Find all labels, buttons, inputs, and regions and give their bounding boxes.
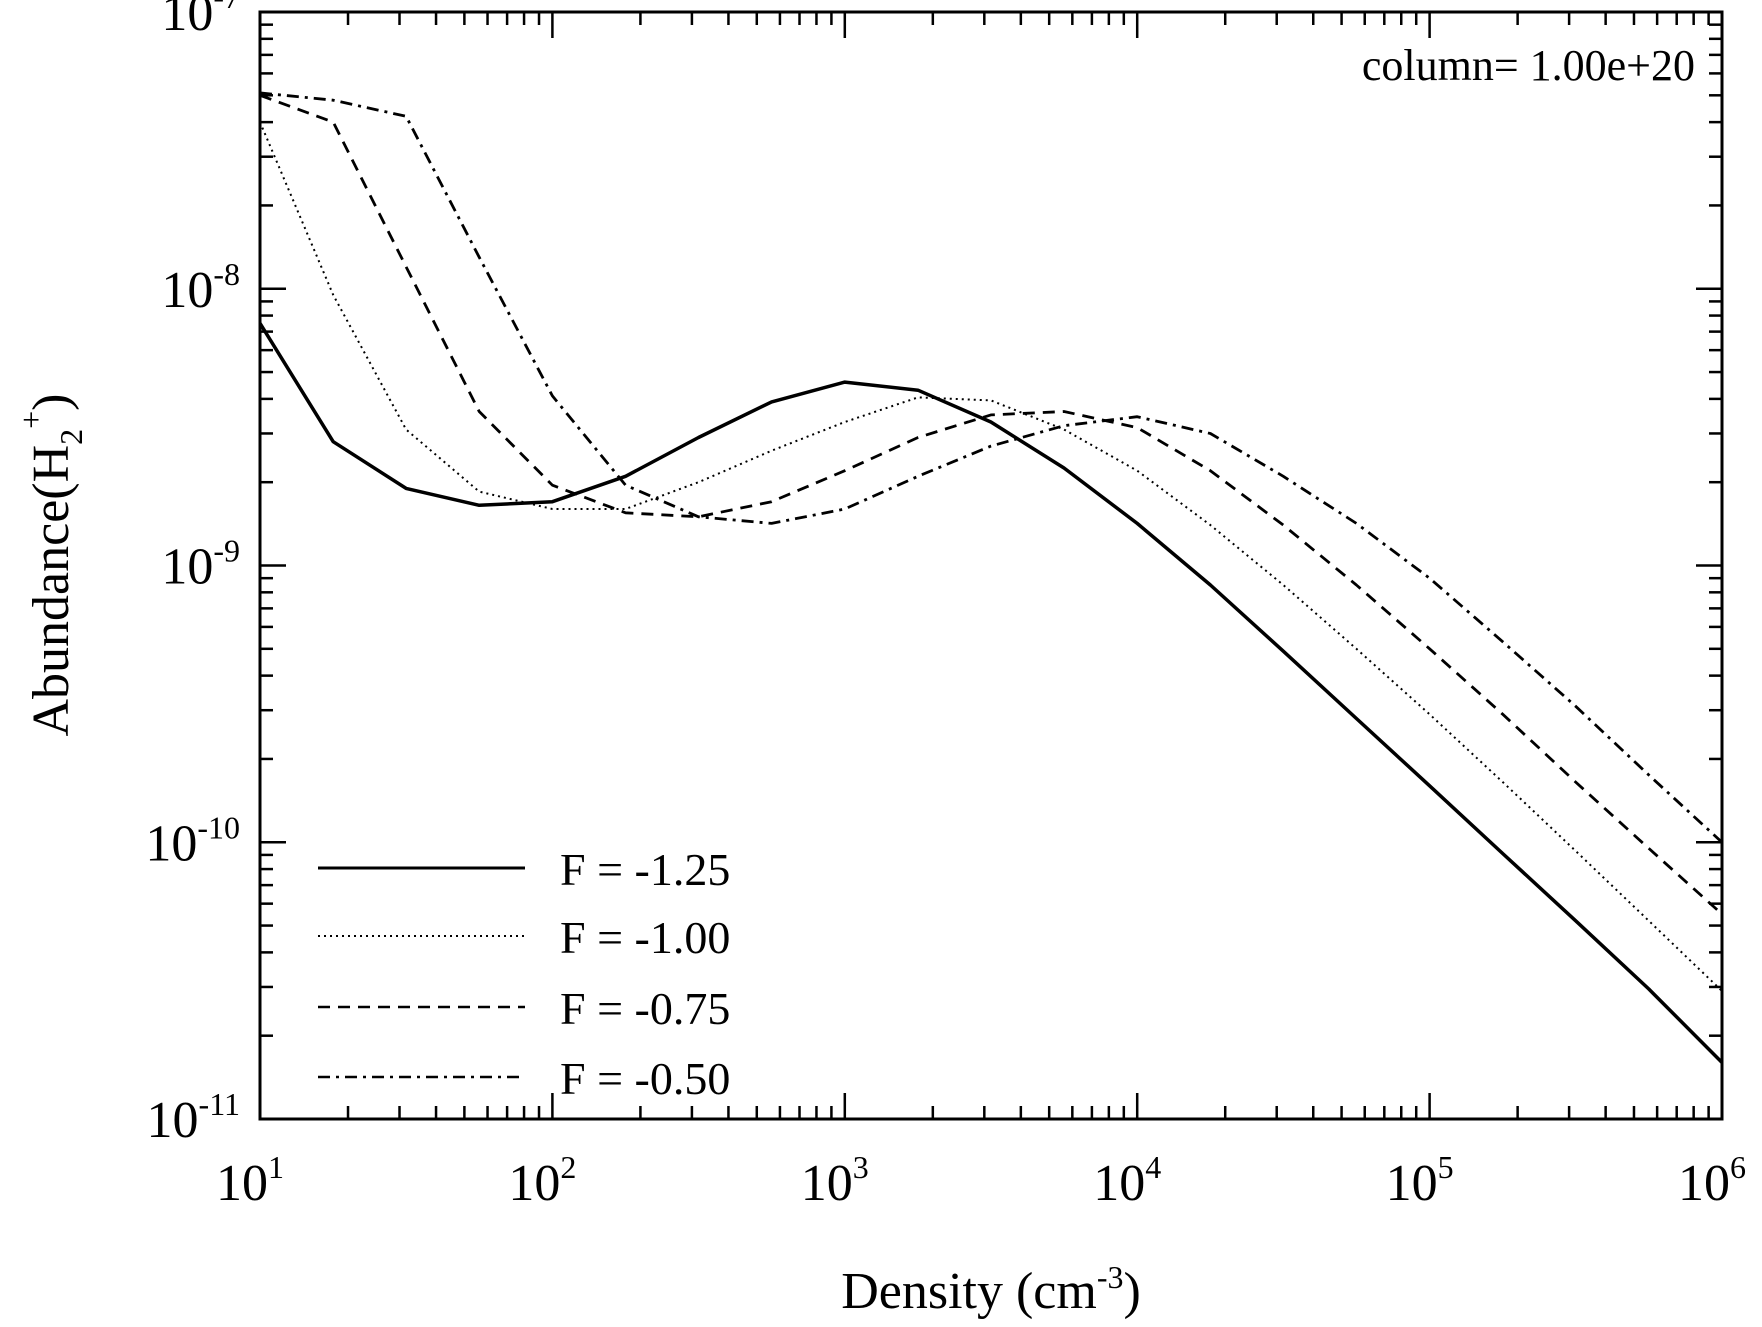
y-tick-label-0: 10-11 xyxy=(147,1086,240,1149)
x-tick-label-base: 10 xyxy=(1093,1155,1145,1212)
y-tick-label-base: 10 xyxy=(161,539,213,596)
y-tick-label-exp: -9 xyxy=(213,533,240,569)
x-tick-label-2: 103 xyxy=(801,1149,869,1212)
x-axis-title-sup: -3 xyxy=(1097,1259,1124,1295)
x-tick-label-5: 106 xyxy=(1678,1149,1746,1212)
legend-label-3: F = -0.50 xyxy=(560,1053,730,1104)
y-axis-title: Abundance(H2+) xyxy=(13,393,89,736)
legend-label-2: F = -0.75 xyxy=(560,983,730,1034)
ticks-layer xyxy=(258,12,1722,1121)
y-tick-label-exp: -11 xyxy=(199,1086,240,1122)
x-tick-label-exp: 3 xyxy=(853,1149,869,1185)
x-tick-label-base: 10 xyxy=(216,1155,268,1212)
series-line-dashed xyxy=(259,93,1723,916)
legend-label-1: F = -1.00 xyxy=(560,912,730,963)
y-tick-label-4: 10-7 xyxy=(161,0,240,42)
y-tick-label-exp: -8 xyxy=(213,256,240,292)
series-line-dotted xyxy=(259,121,1723,992)
y-axis-title-sub: 2 xyxy=(53,429,89,445)
y-tick-label-exp: -7 xyxy=(213,0,240,15)
series-line-solid xyxy=(258,322,1724,1064)
x-tick-label-exp: 2 xyxy=(560,1149,576,1185)
x-tick-label-base: 10 xyxy=(508,1155,560,1212)
x-tick-label-4: 105 xyxy=(1386,1149,1454,1212)
x-axis-title: Density (cm-3) xyxy=(841,1259,1141,1320)
y-tick-label-2: 10-9 xyxy=(161,533,240,596)
y-tick-label-base: 10 xyxy=(147,1092,199,1149)
x-tick-label-exp: 4 xyxy=(1145,1149,1161,1185)
y-tick-label-1: 10-10 xyxy=(145,809,240,872)
x-tick-label-3: 104 xyxy=(1093,1149,1161,1212)
y-tick-label-base: 10 xyxy=(145,815,197,872)
x-tick-label-base: 10 xyxy=(1386,1155,1438,1212)
x-tick-label-0: 101 xyxy=(216,1149,284,1212)
series-line-dashdot xyxy=(259,91,1723,844)
y-tick-label-base: 10 xyxy=(161,262,213,319)
y-tick-label-3: 10-8 xyxy=(161,256,240,319)
x-tick-label-1: 102 xyxy=(508,1149,576,1212)
x-tick-labels: 101 102 103 104 105 106 xyxy=(216,1149,1746,1212)
x-tick-label-base: 10 xyxy=(1678,1155,1730,1212)
series-layer xyxy=(258,91,1724,1064)
y-axis-title-sup: + xyxy=(13,411,49,429)
x-tick-label-base: 10 xyxy=(801,1155,853,1212)
column-annotation: column= 1.00e+20 xyxy=(1362,41,1695,90)
x-axis-title-base: Density (cm xyxy=(841,1263,1097,1320)
x-tick-label-exp: 5 xyxy=(1438,1149,1454,1185)
legend-label-0: F = -1.25 xyxy=(560,844,730,895)
y-axis-title-tail: ) xyxy=(23,393,80,410)
y-tick-label-exp: -10 xyxy=(197,809,240,845)
x-tick-label-exp: 6 xyxy=(1730,1149,1746,1185)
y-axis-title-base: Abundance(H xyxy=(23,445,80,737)
legend: F = -1.25 F = -1.00 F = -0.75 F = -0.50 xyxy=(318,844,730,1104)
plot-frame xyxy=(258,10,1724,1121)
y-tick-label-base: 10 xyxy=(161,0,213,42)
x-tick-label-exp: 1 xyxy=(268,1149,284,1185)
x-axis-title-tail: ) xyxy=(1123,1263,1140,1320)
